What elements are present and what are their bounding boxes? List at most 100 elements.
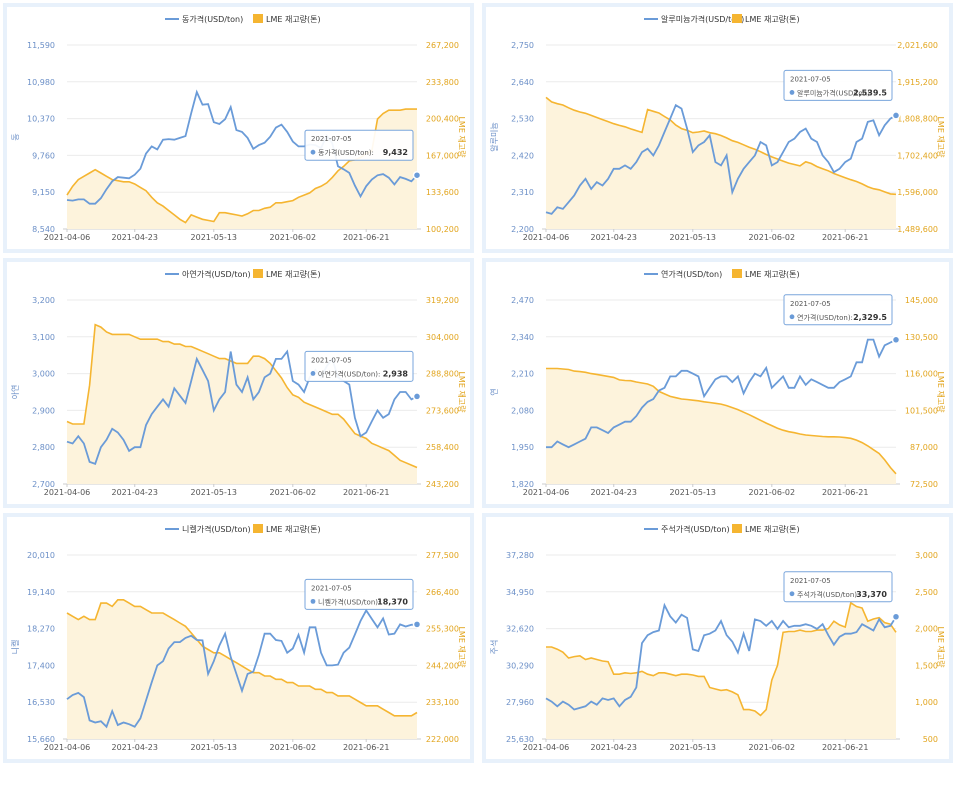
legend-label-price[interactable]: 동가격(USD/ton) (182, 14, 243, 24)
price-point[interactable] (878, 355, 880, 357)
price-point[interactable] (184, 135, 186, 137)
price-point[interactable] (607, 178, 609, 180)
legend-label-inventory[interactable]: LME 재고량(톤) (266, 269, 321, 279)
price-point[interactable] (388, 177, 390, 179)
legend-label-inventory[interactable]: LME 재고량(톤) (745, 14, 800, 24)
price-point[interactable] (156, 664, 158, 666)
price-point[interactable] (771, 387, 773, 389)
price-point[interactable] (573, 708, 575, 710)
price-point[interactable] (399, 623, 401, 625)
price-point[interactable] (88, 461, 90, 463)
price-point[interactable] (83, 442, 85, 444)
price-point[interactable] (134, 726, 136, 728)
price-point[interactable] (697, 375, 699, 377)
price-point[interactable] (218, 644, 220, 646)
price-point[interactable] (759, 141, 761, 143)
price-point[interactable] (196, 358, 198, 360)
price-point[interactable] (286, 652, 288, 654)
price-point[interactable] (88, 203, 90, 205)
price-point[interactable] (844, 633, 846, 635)
price-point[interactable] (658, 629, 660, 631)
price-point[interactable] (754, 618, 756, 620)
price-point[interactable] (139, 717, 141, 719)
price-point[interactable] (765, 367, 767, 369)
price-point[interactable] (139, 446, 141, 448)
price-point[interactable] (365, 185, 367, 187)
legend[interactable]: 니켈가격(USD/ton) LME 재고량(톤) (165, 524, 321, 534)
legend-label-inventory[interactable]: LME 재고량(톤) (266, 14, 321, 24)
price-point[interactable] (838, 381, 840, 383)
price-point[interactable] (190, 380, 192, 382)
price-point[interactable] (348, 383, 350, 385)
price-point[interactable] (652, 154, 654, 156)
price-point[interactable] (77, 435, 79, 437)
price-point[interactable] (833, 171, 835, 173)
legend-label-price[interactable]: 니켈가격(USD/ton) (182, 524, 251, 534)
price-point[interactable] (680, 107, 682, 109)
price-point[interactable] (117, 431, 119, 433)
price-point[interactable] (545, 211, 547, 213)
price-point[interactable] (805, 623, 807, 625)
price-point[interactable] (556, 206, 558, 208)
legend[interactable]: 아연가격(USD/ton) LME 재고량(톤) (165, 269, 321, 279)
price-point[interactable] (703, 141, 705, 143)
price-point[interactable] (641, 642, 643, 644)
price-point[interactable] (388, 413, 390, 415)
price-point[interactable] (596, 426, 598, 428)
price-point[interactable] (567, 201, 569, 203)
price-point[interactable] (117, 176, 119, 178)
price-point[interactable] (590, 700, 592, 702)
price-point[interactable] (550, 700, 552, 702)
price-point[interactable] (669, 117, 671, 119)
price-point[interactable] (246, 137, 248, 139)
price-point[interactable] (788, 626, 790, 628)
price-point[interactable] (821, 623, 823, 625)
price-point[interactable] (630, 696, 632, 698)
price-point[interactable] (720, 164, 722, 166)
price-point[interactable] (100, 446, 102, 448)
price-point[interactable] (280, 123, 282, 125)
price-point[interactable] (258, 391, 260, 393)
price-point[interactable] (675, 104, 677, 106)
price-point[interactable] (584, 178, 586, 180)
price-point[interactable] (201, 369, 203, 371)
price-point[interactable] (77, 692, 79, 694)
price-point[interactable] (71, 694, 73, 696)
price-point[interactable] (167, 647, 169, 649)
price-point[interactable] (196, 639, 198, 641)
price-point[interactable] (151, 681, 153, 683)
price-point[interactable] (201, 639, 203, 641)
price-point[interactable] (213, 121, 215, 123)
price-point[interactable] (184, 402, 186, 404)
price-point[interactable] (275, 639, 277, 641)
price-point[interactable] (675, 621, 677, 623)
price-point[interactable] (748, 650, 750, 652)
price-point[interactable] (867, 338, 869, 340)
price-point[interactable] (872, 119, 874, 121)
price-point[interactable] (821, 154, 823, 156)
price-point[interactable] (224, 118, 226, 120)
price-point[interactable] (584, 438, 586, 440)
price-point[interactable] (742, 633, 744, 635)
price-point[interactable] (872, 629, 874, 631)
price-point[interactable] (550, 446, 552, 448)
price-point[interactable] (855, 631, 857, 633)
price-point[interactable] (399, 391, 401, 393)
price-point[interactable] (190, 112, 192, 114)
price-point[interactable] (613, 168, 615, 170)
price-point[interactable] (275, 126, 277, 128)
price-point[interactable] (855, 361, 857, 363)
price-point[interactable] (128, 723, 130, 725)
price-point[interactable] (799, 131, 801, 133)
price-point[interactable] (269, 136, 271, 138)
price-point[interactable] (601, 429, 603, 431)
price-point[interactable] (776, 381, 778, 383)
price-point[interactable] (162, 398, 164, 400)
hover-point[interactable] (891, 612, 901, 622)
price-point[interactable] (122, 721, 124, 723)
price-point[interactable] (641, 151, 643, 153)
price-point[interactable] (207, 380, 209, 382)
price-point[interactable] (354, 417, 356, 419)
price-point[interactable] (263, 633, 265, 635)
price-point[interactable] (759, 375, 761, 377)
